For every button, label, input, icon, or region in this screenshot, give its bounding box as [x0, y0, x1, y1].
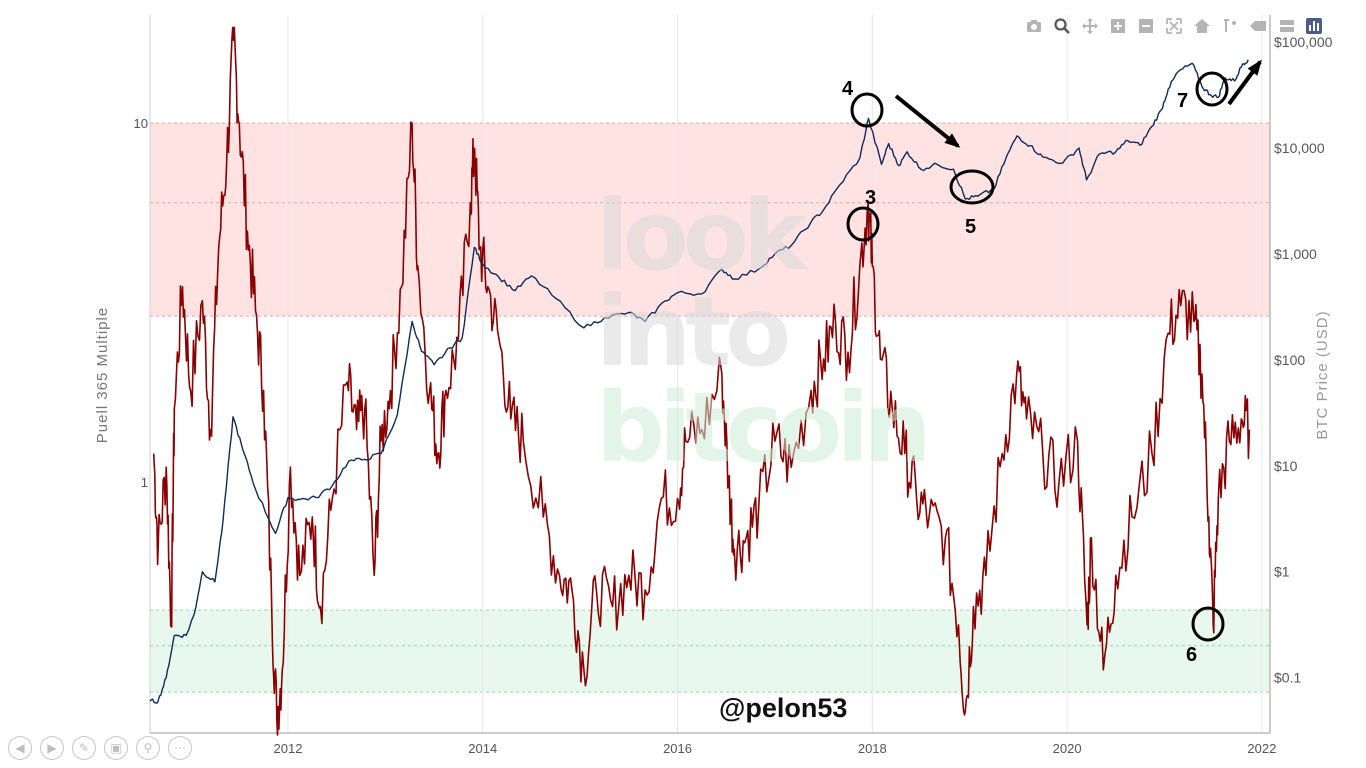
- y-right-tick-label: $10: [1274, 458, 1298, 474]
- chart-modebar: [1022, 14, 1326, 38]
- y-right-tick-label: $100,000: [1274, 34, 1333, 50]
- annotation-circle-4: [850, 92, 884, 128]
- more-icon[interactable]: ⋯: [168, 736, 192, 760]
- slides-icon[interactable]: ▣: [104, 736, 128, 760]
- arrow-down-icon-head: [944, 133, 961, 148]
- annotation-circle-5: [949, 169, 995, 205]
- btc-price-line: [149, 59, 1249, 704]
- zoom-icon[interactable]: ⚲: [136, 736, 160, 760]
- x-tick-label: 2022: [1247, 741, 1276, 756]
- plotly-logo-icon[interactable]: [1302, 14, 1326, 38]
- annotation-label-4: 4: [842, 78, 854, 100]
- y-right-axis-title: BTC Price (USD): [1314, 310, 1331, 439]
- annotation-label-7: 7: [1177, 90, 1189, 112]
- y-right-tick-label: $10,000: [1274, 140, 1325, 156]
- hover-closest-icon[interactable]: [1246, 14, 1270, 38]
- annotation-label-6: 6: [1186, 644, 1198, 666]
- puell-multiple-line: [152, 26, 1251, 736]
- y-right-tick-label: $1,000: [1274, 246, 1317, 262]
- next-icon[interactable]: ▶: [40, 736, 64, 760]
- camera-icon[interactable]: [1022, 14, 1046, 38]
- x-tick-label: 2016: [663, 741, 692, 756]
- annotation-circle-3: [846, 206, 880, 242]
- slideshow-nav: ◀ ▶ ✎ ▣ ⚲ ⋯: [8, 736, 192, 760]
- axis-lines: [149, 15, 1271, 734]
- x-tick-label: 2012: [274, 741, 303, 756]
- pan-icon[interactable]: [1078, 14, 1102, 38]
- y-left-tick-label: 1: [141, 475, 148, 490]
- green-band: [150, 610, 1270, 693]
- x-tick-labels: 2012 2014 2016 2018 2020 2022: [274, 741, 1277, 756]
- pen-icon[interactable]: ✎: [72, 736, 96, 760]
- arrow-up-icon: [1227, 59, 1262, 106]
- vertical-gridlines: [287, 15, 1263, 733]
- x-tick-label: 2020: [1053, 741, 1082, 756]
- zoom-out-icon[interactable]: [1134, 14, 1158, 38]
- x-tick-label: 2014: [468, 741, 497, 756]
- hover-compare-icon[interactable]: [1274, 14, 1298, 38]
- spike-lines-icon[interactable]: [1218, 14, 1242, 38]
- annotation-label-5: 5: [965, 216, 977, 238]
- arrow-up-icon-head: [1247, 59, 1262, 76]
- plot-bands: [150, 122, 1270, 693]
- annotation-label-3: 3: [865, 187, 877, 209]
- autoscale-icon[interactable]: [1162, 14, 1186, 38]
- annotation-circle-7: [1195, 71, 1229, 107]
- annotation-marks: [846, 59, 1262, 642]
- y-right-tick-label: $0.1: [1274, 670, 1301, 686]
- zoom-in-icon[interactable]: [1106, 14, 1130, 38]
- y-right-tick-label: $1: [1274, 564, 1290, 580]
- red-band: [150, 123, 1270, 317]
- y-right-tick-labels: $0.1 $1 $10 $100 $1,000 $10,000 $100,000: [1274, 34, 1333, 686]
- previous-icon[interactable]: ◀: [8, 736, 32, 760]
- arrow-down-icon-shaft: [894, 94, 960, 148]
- y-left-tick-label: 10: [134, 116, 148, 131]
- y-right-tick-label: $100: [1274, 352, 1305, 368]
- series-group: [149, 26, 1251, 736]
- y-left-tick-labels: 1 10: [134, 116, 148, 490]
- annotation-circle-6: [1191, 606, 1225, 642]
- zoom-icon[interactable]: [1050, 14, 1074, 38]
- x-tick-label: 2018: [858, 741, 887, 756]
- arrow-down-icon: [894, 94, 961, 148]
- home-icon[interactable]: [1190, 14, 1214, 38]
- author-handle: @pelon53: [719, 693, 848, 723]
- y-left-axis-title: Puell 365 Multiple: [94, 307, 111, 443]
